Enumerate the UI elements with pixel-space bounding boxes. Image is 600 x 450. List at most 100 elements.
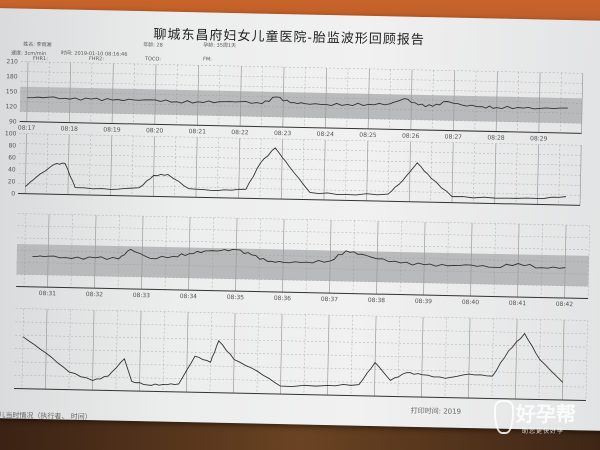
x-tick-label: 08:19 <box>103 126 121 133</box>
axis-baseline <box>18 193 581 206</box>
gridline-horizontal <box>14 361 587 375</box>
gridline-vertical <box>536 144 539 205</box>
gridline-horizontal <box>20 61 583 74</box>
normal-range-band <box>16 243 589 287</box>
gridline-vertical <box>218 65 221 126</box>
gridline-horizontal <box>20 71 583 84</box>
gridline-vertical <box>494 143 497 204</box>
gridline-vertical <box>468 318 471 399</box>
gridline-vertical <box>397 316 400 397</box>
x-tick-label: 08:38 <box>368 297 386 304</box>
gridline-vertical <box>399 221 402 295</box>
y-tick-label: 100 <box>5 130 17 137</box>
x-tick-label: 08:27 <box>445 133 463 140</box>
watermark-slogan: 助您更快好孕 <box>522 428 565 435</box>
x-tick-label: 08:40 <box>462 299 480 306</box>
gridline-vertical <box>280 139 283 200</box>
gridline-vertical <box>585 320 588 401</box>
gridline-vertical <box>564 225 567 299</box>
gridline-vertical <box>517 71 519 132</box>
gridline-vertical <box>259 138 262 199</box>
gridline-horizontal <box>20 81 583 94</box>
gridline-horizontal <box>20 91 583 104</box>
x-tick-label: 08:18 <box>61 125 79 132</box>
gridline-vertical <box>491 318 494 399</box>
axis-baseline <box>16 286 589 300</box>
gridline-vertical <box>24 133 27 194</box>
gridline-vertical <box>517 224 520 298</box>
x-tick-label: 08:41 <box>509 300 527 307</box>
gridline-horizontal <box>19 133 582 146</box>
y-tick-label: 150 <box>6 88 18 95</box>
gridline-vertical <box>256 313 259 394</box>
gridline-vertical <box>329 220 332 294</box>
gridline-vertical <box>111 63 114 124</box>
gridline-vertical <box>451 142 454 203</box>
x-tick-label: 08:28 <box>487 134 505 141</box>
gridline-vertical <box>238 138 241 199</box>
gridline-vertical <box>282 219 285 293</box>
gridline-vertical <box>282 67 285 128</box>
gridline-vertical <box>367 68 370 129</box>
gridline-vertical <box>493 223 496 297</box>
gridline-horizontal <box>17 237 590 251</box>
gridline-vertical <box>209 312 212 393</box>
x-tick-label: 08:17 <box>18 125 36 132</box>
gridline-vertical <box>195 137 198 198</box>
gridline-vertical <box>110 135 113 196</box>
gridline-vertical <box>538 72 541 133</box>
watermark-logo-icon <box>494 400 514 434</box>
gridline-vertical <box>186 312 189 393</box>
gridline-vertical <box>69 62 72 123</box>
gridline-vertical <box>387 141 390 202</box>
gridline-vertical <box>261 66 263 127</box>
gridline-vertical <box>559 72 562 133</box>
gridline-vertical <box>327 315 330 396</box>
gridline-horizontal <box>15 321 588 335</box>
gridline-vertical <box>197 65 200 126</box>
gridline-vertical <box>217 137 219 198</box>
gridline-vertical <box>152 136 155 197</box>
gridline-vertical <box>376 221 379 295</box>
y-tick-label: 40 <box>8 166 16 173</box>
gridline-vertical <box>154 64 157 125</box>
x-tick-label: 08:39 <box>415 298 433 305</box>
x-tick-label: 08:37 <box>321 296 339 303</box>
gridline-horizontal <box>14 348 587 361</box>
gridline-vertical <box>45 309 48 390</box>
gridline-vertical <box>117 215 120 289</box>
gridline-vertical <box>389 69 391 130</box>
x-tick-label: 08:23 <box>274 130 292 137</box>
gridline-vertical <box>352 220 355 294</box>
gridline-vertical <box>474 71 477 132</box>
y-tick-label: 210 <box>6 58 18 65</box>
gridline-vertical <box>258 218 261 292</box>
gridline-vertical <box>70 214 73 288</box>
gridline-vertical <box>302 139 305 200</box>
gridline-vertical <box>47 62 50 123</box>
gridline-vertical <box>92 310 95 391</box>
gridline-vertical <box>115 310 118 391</box>
gridline-vertical <box>67 134 70 195</box>
gridline-horizontal <box>17 225 590 238</box>
y-tick-label: 120 <box>5 103 17 110</box>
gridline-vertical <box>495 71 498 132</box>
x-tick-label: 08:29 <box>530 135 548 142</box>
axis-baseline <box>14 388 586 401</box>
report-paper: 聊城东昌府妇女儿童医院-胎监波形回顾报告 姓名: 李雨湘 年龄: 28 孕龄: … <box>0 8 600 431</box>
ctg-charts: 90 120 150 180 210 08:17 08:18 08:19 08:20 08:21 0… <box>5 58 590 401</box>
gridline-vertical <box>141 216 144 290</box>
gridline-vertical <box>235 218 238 292</box>
x-tick-label: 08:31 <box>39 290 57 297</box>
fhr-trace <box>27 96 568 110</box>
fhr-trace <box>32 248 566 269</box>
normal-range-band <box>19 86 583 124</box>
gridline-vertical <box>430 142 433 203</box>
y-tick-label: 80 <box>8 142 16 149</box>
y-tick-label: 180 <box>6 73 18 80</box>
y-tick-label: 90 <box>9 118 17 125</box>
gridline-vertical <box>421 317 424 398</box>
gridline-vertical <box>345 140 347 201</box>
gridline-vertical <box>558 144 561 205</box>
x-tick-label: 08:24 <box>317 131 335 138</box>
